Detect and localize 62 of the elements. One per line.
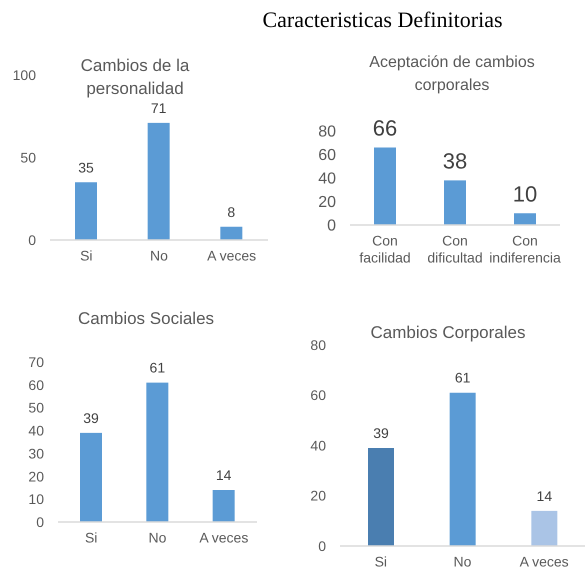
- text: Caracteristicas Definitorias: [261, 7, 504, 33]
- data-label: 61: [150, 360, 166, 376]
- bar: [531, 510, 558, 546]
- bar: [514, 213, 536, 225]
- x-tick-label: No: [150, 248, 168, 264]
- data-label: 66: [372, 115, 398, 140]
- y-tick-label: 0: [28, 232, 36, 248]
- bar: [374, 147, 396, 225]
- x-tick-label: Si: [84, 530, 98, 546]
- y-tick-label: 20: [28, 468, 44, 484]
- bar: [148, 122, 170, 240]
- y-tick-label: 50: [20, 149, 36, 166]
- y-tick-label: 60: [28, 376, 44, 393]
- x-tick-label: A veces: [207, 248, 256, 264]
- x-tick-label: Con dificultad: [427, 232, 483, 266]
- bar: [75, 182, 97, 240]
- data-label: 38: [442, 148, 468, 174]
- chart-title: Cambios Corporales: [370, 322, 526, 344]
- y-tick-label: 50: [28, 400, 44, 416]
- bar: [220, 226, 242, 240]
- bar: [450, 392, 476, 546]
- data-label: 10: [512, 181, 538, 206]
- y-tick-label: 20: [310, 488, 326, 504]
- y-tick-label: 30: [28, 445, 44, 462]
- chart-title: Cambios de la personalidad: [80, 55, 190, 100]
- y-tick-label: 40: [318, 170, 336, 188]
- x-tick-label: Si: [80, 248, 93, 264]
- y-tick-label: 70: [28, 354, 44, 370]
- x-tick-label: A veces: [199, 530, 248, 546]
- chart-title: Aceptación de cambios corporales: [368, 53, 536, 96]
- y-tick-label: 100: [12, 66, 36, 83]
- bar: [212, 490, 235, 522]
- x-tick-label: No: [148, 530, 167, 546]
- data-label: 61: [454, 370, 471, 386]
- y-tick-label: 0: [36, 514, 44, 530]
- data-label: 39: [373, 425, 389, 442]
- x-tick-label: No: [454, 554, 472, 570]
- x-tick-label: Si: [374, 554, 388, 570]
- data-label: 14: [216, 467, 232, 483]
- y-tick-label: 60: [310, 387, 326, 404]
- x-tick-label: Con facilidad: [359, 232, 411, 266]
- y-tick-label: 20: [318, 194, 336, 212]
- y-tick-label: 0: [327, 218, 336, 235]
- chart-title: Cambios Sociales: [76, 308, 216, 330]
- x-tick-label: Con indiferencia: [489, 232, 562, 266]
- data-label: 71: [150, 100, 167, 116]
- bar: [368, 448, 394, 546]
- y-tick-label: 10: [28, 491, 44, 508]
- y-tick-label: 40: [28, 422, 44, 439]
- y-tick-label: 80: [318, 124, 336, 141]
- bar: [146, 382, 168, 522]
- data-label: 39: [83, 410, 99, 426]
- y-tick-label: 80: [310, 336, 326, 353]
- y-tick-label: 60: [318, 147, 336, 164]
- y-tick-label: 0: [318, 538, 326, 554]
- x-tick-label: A veces: [520, 554, 569, 570]
- y-tick-label: 40: [310, 437, 326, 454]
- bar: [80, 432, 102, 522]
- data-label: 35: [78, 159, 94, 176]
- data-label: 8: [227, 204, 236, 220]
- data-label: 14: [536, 488, 552, 504]
- bar: [444, 180, 466, 225]
